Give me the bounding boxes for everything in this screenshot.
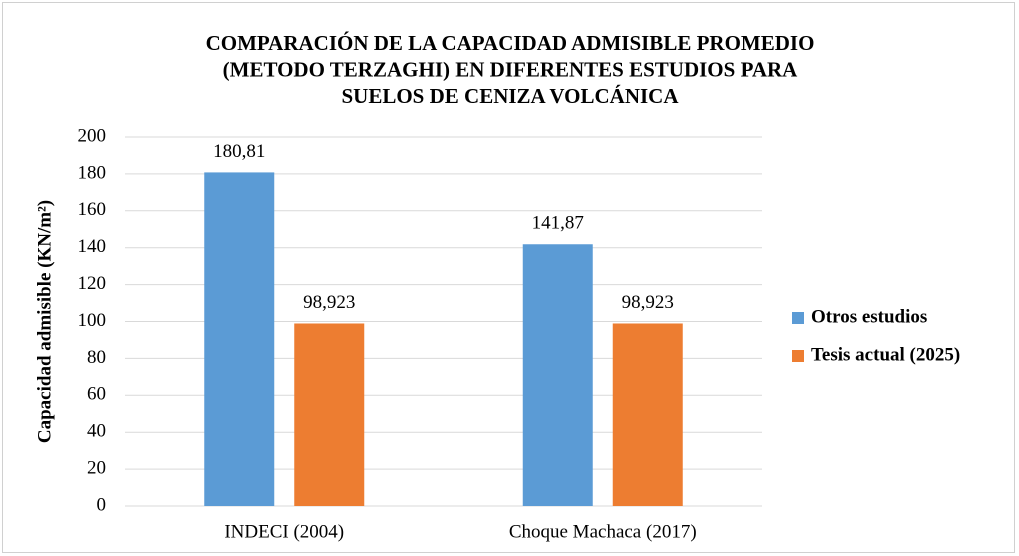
- y-tick-label: 120: [78, 273, 107, 294]
- legend-swatch: [792, 312, 804, 324]
- bar: [294, 323, 365, 506]
- x-tick-label: Choque Machaca (2017): [509, 521, 697, 542]
- y-tick-label: 60: [87, 384, 106, 405]
- y-tick-label: 0: [97, 494, 107, 515]
- data-label: 141,87: [532, 213, 584, 234]
- data-label: 98,923: [303, 292, 355, 313]
- y-tick-label: 140: [78, 236, 107, 257]
- y-tick-label: 180: [78, 162, 107, 183]
- y-tick-label: 160: [78, 199, 107, 220]
- legend-swatch: [792, 350, 804, 362]
- legend-label: Tesis actual (2025): [811, 344, 960, 365]
- y-tick-label: 100: [78, 310, 107, 331]
- legend-label: Otros estudios: [811, 306, 927, 327]
- y-axis-label: Capacidad admisible (KN/m²): [34, 200, 55, 443]
- y-tick-label: 40: [87, 421, 106, 442]
- bar: [612, 323, 683, 506]
- data-label: 98,923: [622, 292, 674, 313]
- chart-title: COMPARACIÓN DE LA CAPACIDAD ADMISIBLE PR…: [206, 31, 815, 55]
- y-tick-label: 20: [87, 457, 106, 478]
- chart-title: (METODO TERZAGHI) EN DIFERENTES ESTUDIOS…: [223, 57, 799, 81]
- bar: [522, 244, 593, 506]
- chart-title: SUELOS DE CENIZA VOLCÁNICA: [341, 84, 679, 108]
- y-tick-label: 200: [78, 125, 107, 146]
- y-tick-label: 80: [87, 347, 106, 368]
- data-label: 180,81: [213, 141, 265, 162]
- bar: [204, 172, 275, 506]
- x-tick-label: INDECI (2004): [224, 521, 344, 542]
